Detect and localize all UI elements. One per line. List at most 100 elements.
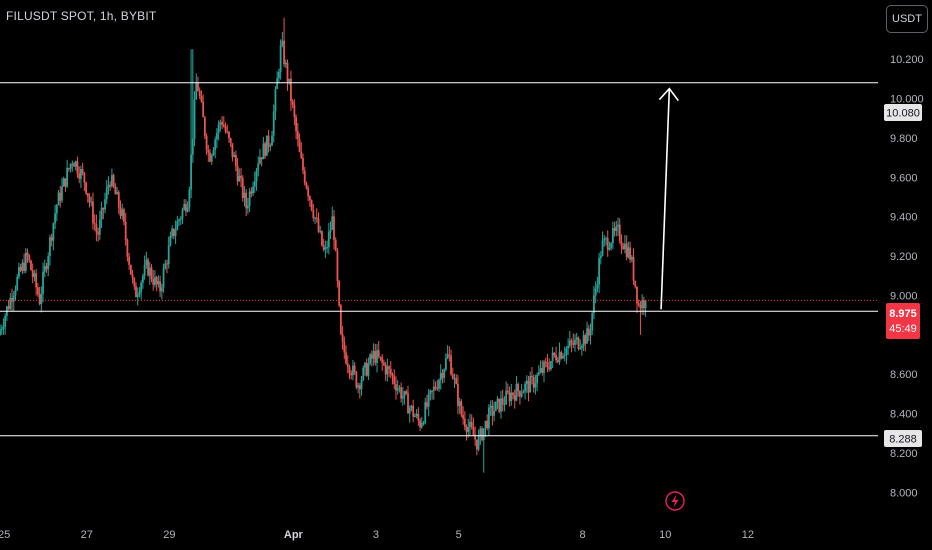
price-tick-label: 8.600 [890,369,918,381]
candle-body [300,151,303,158]
candle-body [179,218,182,220]
candle-body [548,367,551,370]
candle-body [283,40,285,65]
candle-body [481,428,483,441]
candle-body [321,231,323,246]
candle-body [262,143,265,160]
currency-button[interactable]: USDT [886,5,928,33]
candle-body [80,169,82,179]
candle-body [426,402,428,407]
candle-body [59,192,62,201]
candle-body [185,203,187,212]
candle-body [527,380,530,393]
candle-body [281,40,284,46]
time-tick-label: 12 [742,529,754,541]
price-tick-label: 10.200 [890,54,924,66]
candle-body [420,422,423,428]
candle-body [205,135,208,151]
candle-body [2,326,5,330]
candle-body [188,189,191,208]
candle-body [264,143,267,156]
candle-body [129,264,132,275]
candle-body [563,354,566,356]
candle-body [432,386,435,391]
candle-body [193,99,196,139]
candle-body [618,224,621,242]
candle-body [260,157,263,160]
candle-body [288,78,291,82]
candle-body [338,280,341,306]
candle-body [584,335,587,344]
candle-body [160,287,163,292]
candle-body [429,390,432,394]
candle-body [97,232,100,235]
candle-body [582,335,585,347]
projection-arrow-shaft[interactable] [660,88,671,310]
candle-body [501,398,504,405]
candle-body [259,157,261,164]
candle-body [503,404,506,406]
candle-body [307,188,310,197]
candle-body [450,355,452,375]
candle-body [138,292,141,295]
candle-body [296,131,299,140]
candle-body [38,294,41,305]
candle-body [88,196,91,203]
candle-body [537,372,540,375]
candle-body [159,281,162,292]
candle-body [441,373,444,379]
candle-body [141,275,144,283]
candle-body [195,82,198,100]
candle-body [55,205,58,214]
candle-body [240,175,242,179]
lightning-icon[interactable] [665,491,685,511]
candle-body [30,260,32,271]
candle-body [191,138,194,155]
candle-body [121,209,124,216]
candle-body [365,362,368,376]
candle-body [642,300,645,309]
candle-body [241,178,244,198]
candle-body [400,387,403,399]
candle-body [637,303,640,305]
candle-body [630,256,633,260]
candle-body [67,168,70,170]
candle-body [352,365,354,376]
candle-body [145,259,148,265]
candle-body [568,340,571,346]
candle-body [422,422,425,424]
candle-body [546,362,549,368]
price-tick-label: 9.800 [890,133,918,145]
candle-body [107,184,110,188]
candle-body [57,192,60,206]
candle-body [135,286,137,298]
candle-body [314,217,316,219]
price-tick-label: 9.600 [890,172,918,184]
candle-body [9,297,12,309]
candle-body [510,392,513,402]
candle-body [376,350,378,363]
candle-body [570,340,573,343]
candle-body [116,192,118,195]
candle-body [341,334,344,342]
candle-body [7,306,10,309]
levels-layer [0,82,878,437]
candle-body [353,365,356,373]
time-tick-label: 25 [0,529,10,541]
candle-body [467,426,470,433]
candle-body [305,182,308,189]
candle-body [534,383,537,388]
candle-body [632,256,635,281]
candle-body [513,395,516,401]
candle-body [553,352,556,356]
candle-body [102,207,105,210]
candle-body [488,407,490,429]
candle-body [408,408,411,414]
candle-body [448,354,451,356]
candle-body [410,405,413,409]
candle-body [395,384,397,391]
candle-body [219,122,222,124]
candle-body [589,330,592,336]
candle-body [302,157,304,171]
